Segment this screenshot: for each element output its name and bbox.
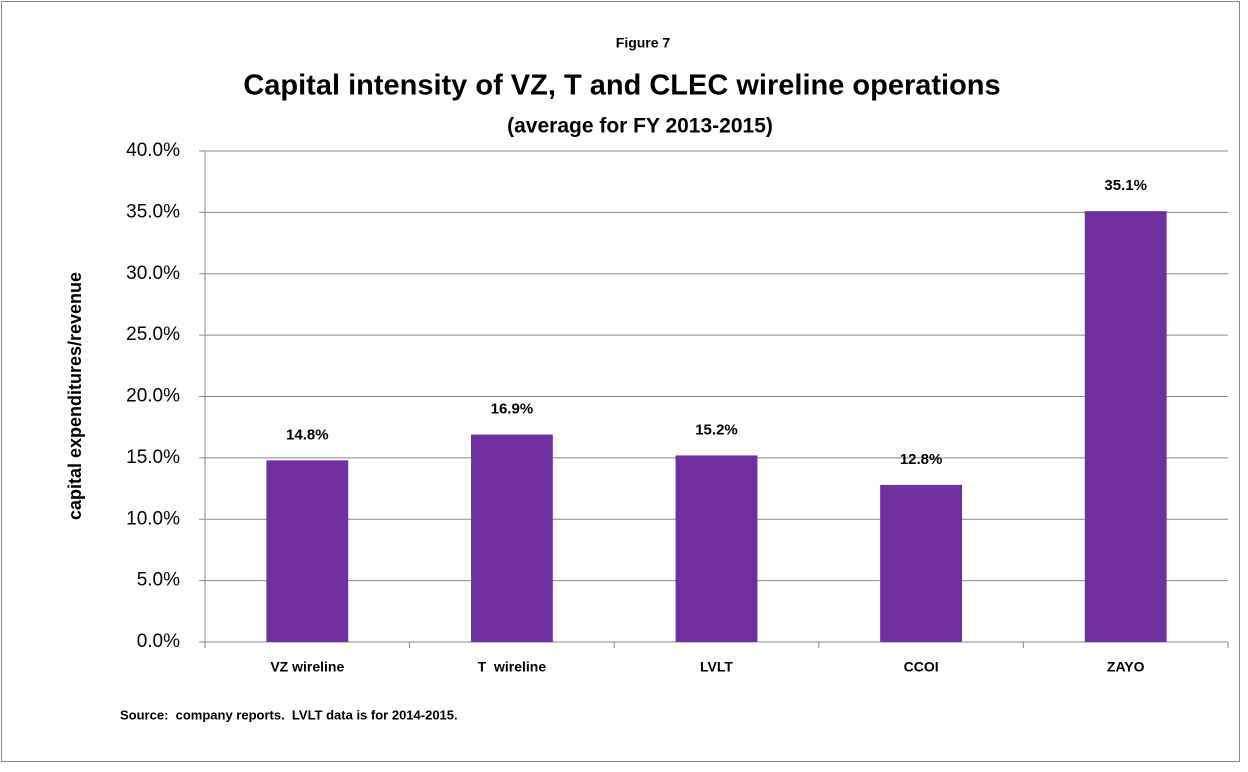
data-label: 15.2% bbox=[695, 421, 738, 438]
x-tick-label: T wireline bbox=[478, 659, 547, 675]
y-tick-label: 25.0% bbox=[126, 324, 180, 345]
chart-subtitle: (average for FY 2013-2015) bbox=[507, 115, 773, 138]
y-tick-label: 15.0% bbox=[126, 447, 180, 468]
y-tick-label: 0.0% bbox=[137, 631, 180, 652]
y-tick-label: 10.0% bbox=[126, 508, 180, 529]
data-label: 12.8% bbox=[900, 451, 943, 468]
source-note: Source: company reports. LVLT data is fo… bbox=[120, 707, 458, 722]
data-label: 14.8% bbox=[286, 426, 329, 443]
y-tick-label: 40.0% bbox=[126, 140, 180, 161]
x-tick-label: LVLT bbox=[700, 659, 733, 675]
figure-label: Figure 7 bbox=[616, 35, 671, 51]
y-tick-label: 20.0% bbox=[126, 386, 180, 407]
bar bbox=[675, 455, 758, 642]
x-tick-label: CCOI bbox=[904, 659, 939, 675]
data-label: 16.9% bbox=[491, 401, 534, 418]
bar bbox=[470, 434, 553, 642]
bar bbox=[880, 484, 963, 642]
y-tick-label: 35.0% bbox=[126, 201, 180, 222]
y-tick-label: 5.0% bbox=[137, 570, 180, 591]
bar bbox=[266, 460, 349, 642]
bar bbox=[1084, 211, 1167, 642]
chart-frame bbox=[1, 1, 1240, 762]
y-axis-label: capital expenditures/revenue bbox=[65, 272, 85, 520]
chart-title: Capital intensity of VZ, T and CLEC wire… bbox=[243, 70, 1000, 102]
x-tick-label: VZ wireline bbox=[270, 659, 344, 675]
data-label: 35.1% bbox=[1104, 177, 1147, 194]
y-tick-label: 30.0% bbox=[126, 263, 180, 284]
x-tick-label: ZAYO bbox=[1107, 659, 1145, 675]
